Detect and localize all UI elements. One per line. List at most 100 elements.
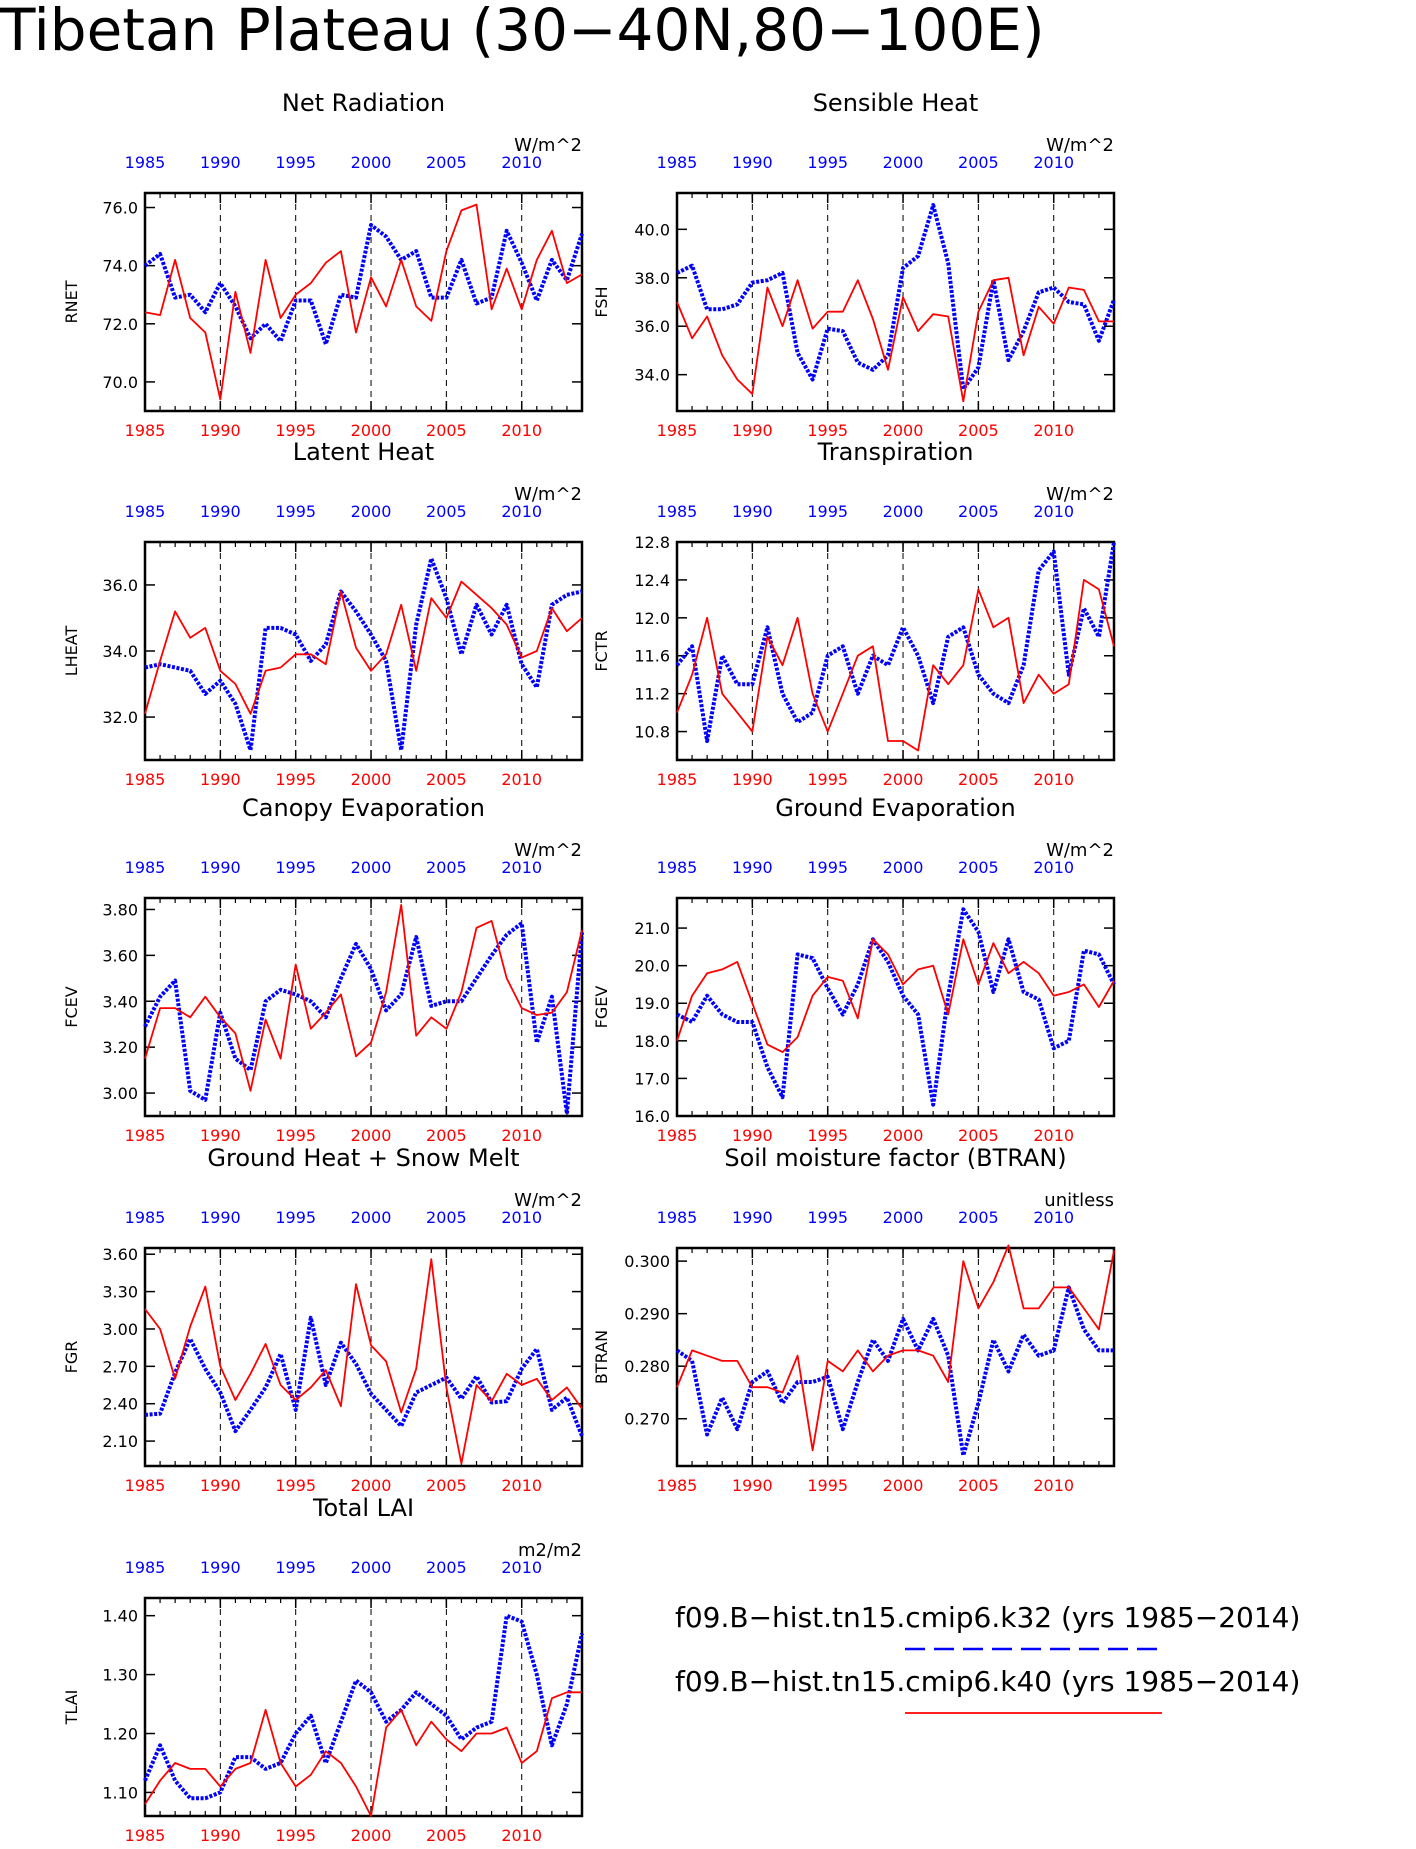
panel-rnet: Net Radiation W/m^2 1985 1985 1990 1990 1995 19… bbox=[62, 89, 584, 440]
legend-label-k32: f09.B−hist.tn15.cmip6.k32 (yrs 1985−2014… bbox=[675, 1601, 1300, 1634]
y-tick-label: 3.80 bbox=[102, 900, 138, 919]
x-tick-label-bottom: 2010 bbox=[1033, 421, 1074, 440]
plot-frame bbox=[675, 1246, 1116, 1468]
x-tick-label-top: 1990 bbox=[200, 1208, 241, 1227]
y-tick-label: 34.0 bbox=[634, 366, 670, 385]
panels: Net Radiation W/m^2 1985 1985 1990 1990 1995 19… bbox=[62, 89, 1116, 1845]
x-tick-label-bottom: 1985 bbox=[657, 1126, 698, 1145]
y-tick-label: 0.300 bbox=[624, 1252, 670, 1271]
x-tick-label-bottom: 2010 bbox=[501, 1826, 542, 1845]
x-tick-label-bottom: 1990 bbox=[200, 1476, 241, 1495]
x-tick-label-top: 2005 bbox=[426, 502, 467, 521]
plot-frame bbox=[675, 191, 1116, 413]
panel-fgev: Ground Evaporation W/m^2 1985 1985 1990 1990 1… bbox=[592, 794, 1116, 1145]
x-tick-label-bottom: 2010 bbox=[501, 770, 542, 789]
x-tick-label-top: 1985 bbox=[125, 858, 166, 877]
y-tick-label: 12.0 bbox=[634, 609, 670, 628]
x-tick-label-top: 2005 bbox=[426, 1208, 467, 1227]
x-tick-label-bottom: 1995 bbox=[275, 1126, 316, 1145]
x-tick-label-top: 1985 bbox=[657, 1208, 698, 1227]
series-line-k40 bbox=[676, 579, 1115, 752]
x-tick-label-bottom: 2000 bbox=[351, 770, 392, 789]
y-tick-label: 72.0 bbox=[102, 315, 138, 334]
plot-frame bbox=[143, 540, 584, 762]
y-tick-label: 16.0 bbox=[634, 1107, 670, 1126]
x-tick-label-top: 1985 bbox=[125, 1558, 166, 1577]
panel-fsh: Sensible Heat W/m^2 1985 1985 1990 1990 1995 19… bbox=[592, 89, 1116, 440]
x-tick-label-bottom: 1990 bbox=[200, 1826, 241, 1845]
x-tick-label-top: 1990 bbox=[732, 153, 773, 172]
y-tick-label: 3.60 bbox=[102, 946, 138, 965]
y-tick-label: 11.2 bbox=[634, 685, 670, 704]
x-tick-label-bottom: 2005 bbox=[426, 1826, 467, 1845]
series-line-k32 bbox=[676, 907, 1116, 1107]
y-tick-label: 1.10 bbox=[102, 1783, 138, 1802]
x-tick-label-top: 1990 bbox=[732, 502, 773, 521]
x-tick-label-top: 2000 bbox=[883, 858, 924, 877]
y-tick-label: 36.0 bbox=[634, 317, 670, 336]
y-axis-label: BTRAN bbox=[592, 1330, 611, 1384]
x-tick-label-top: 1995 bbox=[275, 858, 316, 877]
x-tick-label-top: 2010 bbox=[501, 858, 542, 877]
plot-frame bbox=[143, 1246, 584, 1468]
x-tick-label-top: 2010 bbox=[501, 1208, 542, 1227]
series-line-k40 bbox=[676, 938, 1115, 1053]
y-tick-label: 32.0 bbox=[102, 708, 138, 727]
x-tick-label-bottom: 1990 bbox=[732, 421, 773, 440]
x-tick-label-bottom: 2010 bbox=[501, 421, 542, 440]
x-tick-label-top: 1985 bbox=[657, 153, 698, 172]
panel-title: Sensible Heat bbox=[813, 89, 979, 117]
x-tick-label-top: 2000 bbox=[883, 153, 924, 172]
panel-units: W/m^2 bbox=[1046, 135, 1114, 156]
x-tick-label-top: 1995 bbox=[807, 153, 848, 172]
series-line-k32 bbox=[675, 541, 1116, 743]
x-tick-label-top: 2010 bbox=[1033, 1208, 1074, 1227]
panel-title: Transpiration bbox=[817, 438, 974, 466]
figure-title: Tibetan Plateau (30−40N,80−100E) bbox=[0, 0, 1045, 64]
x-tick-label-bottom: 2010 bbox=[501, 1476, 542, 1495]
x-tick-label-top: 2000 bbox=[351, 502, 392, 521]
plot-frame bbox=[675, 540, 1116, 762]
x-tick-label-top: 2010 bbox=[501, 153, 542, 172]
panel-title: Soil moisture factor (BTRAN) bbox=[724, 1144, 1066, 1172]
x-tick-label-bottom: 2000 bbox=[883, 1126, 924, 1145]
y-tick-label: 40.0 bbox=[634, 220, 670, 239]
series-line-k40 bbox=[676, 276, 1114, 403]
x-tick-label-bottom: 1995 bbox=[275, 421, 316, 440]
x-tick-label-top: 2000 bbox=[883, 502, 924, 521]
x-tick-label-top: 1985 bbox=[125, 153, 166, 172]
x-tick-label-top: 2000 bbox=[351, 1558, 392, 1577]
x-tick-label-top: 1990 bbox=[732, 1208, 773, 1227]
y-tick-label: 10.8 bbox=[634, 723, 670, 742]
legend-label-k40: f09.B−hist.tn15.cmip6.k40 (yrs 1985−2014… bbox=[675, 1665, 1300, 1698]
x-tick-label-top: 2000 bbox=[351, 858, 392, 877]
x-tick-label-top: 1995 bbox=[807, 858, 848, 877]
y-tick-label: 1.20 bbox=[102, 1725, 138, 1744]
y-axis-label: FGR bbox=[62, 1341, 81, 1374]
panel-units: unitless bbox=[1044, 1190, 1114, 1211]
x-tick-label-top: 1990 bbox=[200, 1558, 241, 1577]
x-tick-label-top: 1995 bbox=[275, 1208, 316, 1227]
series-line-k32 bbox=[144, 1315, 584, 1437]
x-tick-label-top: 2005 bbox=[958, 153, 999, 172]
panel-fcev: Canopy Evaporation W/m^2 1985 1985 1990 1990 1… bbox=[62, 794, 584, 1145]
y-tick-label: 0.270 bbox=[624, 1410, 670, 1429]
x-tick-label-bottom: 2010 bbox=[501, 1126, 542, 1145]
y-axis-label: FCEV bbox=[62, 986, 81, 1027]
x-tick-label-bottom: 2005 bbox=[958, 1476, 999, 1495]
series-line-k32 bbox=[143, 1613, 584, 1801]
x-tick-label-bottom: 2005 bbox=[426, 1476, 467, 1495]
x-tick-label-bottom: 2005 bbox=[958, 1126, 999, 1145]
series-line-k40 bbox=[144, 580, 583, 715]
x-tick-label-bottom: 1985 bbox=[125, 1126, 166, 1145]
panel-title: Ground Heat + Snow Melt bbox=[207, 1144, 519, 1172]
panel-units: m2/m2 bbox=[518, 1540, 582, 1561]
plot-frame bbox=[143, 896, 584, 1118]
x-tick-label-top: 1990 bbox=[200, 502, 241, 521]
x-tick-label-bottom: 1985 bbox=[657, 421, 698, 440]
x-tick-label-bottom: 1995 bbox=[807, 1126, 848, 1145]
y-tick-label: 20.0 bbox=[634, 957, 670, 976]
x-tick-label-bottom: 1995 bbox=[275, 770, 316, 789]
x-tick-label-top: 1995 bbox=[275, 1558, 316, 1577]
